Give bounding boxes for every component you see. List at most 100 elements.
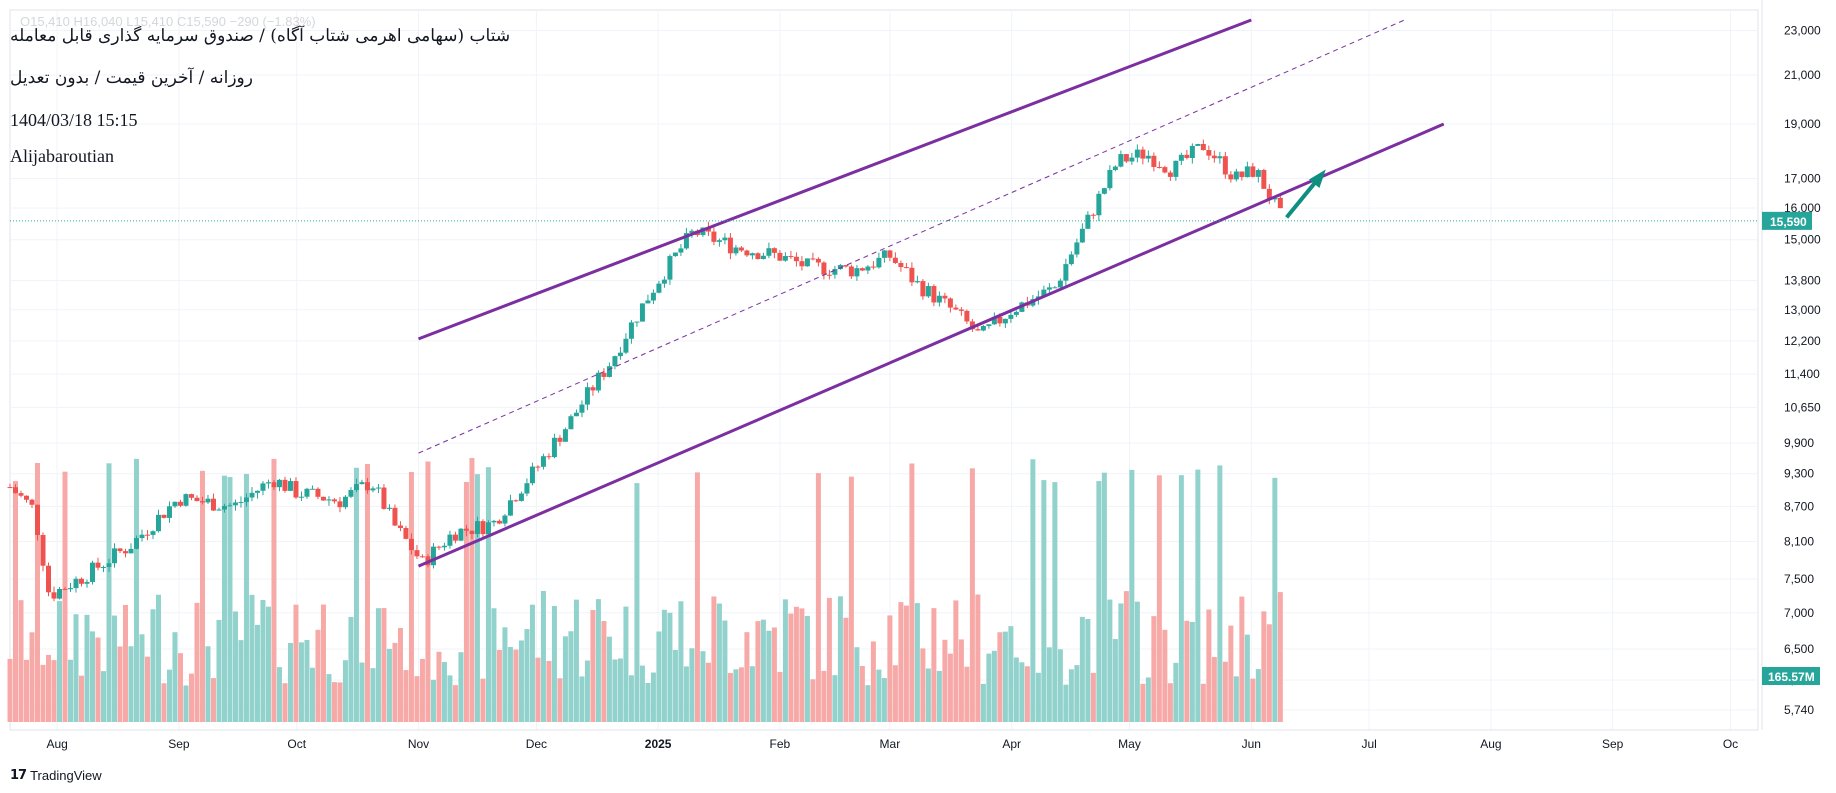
candle-body (40, 534, 46, 566)
candle-body (348, 490, 354, 497)
volume-bar (1096, 481, 1102, 722)
candle-body (150, 531, 156, 535)
y-tick-label: 19,000 (1784, 117, 1821, 131)
volume-bar (892, 665, 898, 722)
candle-body (84, 581, 90, 584)
candle-body (727, 237, 733, 254)
candle-body (991, 316, 997, 325)
volume-bar (491, 608, 497, 722)
volume-bar (100, 671, 106, 722)
volume-bar (584, 660, 590, 722)
candle-body (777, 252, 783, 261)
volume-bar (353, 467, 359, 722)
volume-bar (507, 647, 513, 722)
candle-body (100, 567, 106, 569)
volume-bar (304, 639, 310, 722)
volume-bar (282, 683, 288, 722)
tradingview-logo[interactable]: 17 TradingView (10, 768, 102, 783)
candle-body (287, 481, 293, 491)
volume-bar (348, 616, 354, 722)
volume-bar (931, 608, 937, 722)
y-tick-label: 16,000 (1784, 201, 1821, 215)
candle-body (447, 534, 453, 546)
candle-body (997, 316, 1003, 324)
candle-body (128, 548, 134, 554)
candle-body (106, 563, 112, 568)
y-tick-label: 8,700 (1784, 499, 1814, 513)
volume-bar (766, 630, 772, 722)
candle-body (315, 488, 321, 497)
candle-body (667, 256, 673, 280)
volume-bar (936, 670, 942, 722)
channel-lower-line (417, 122, 1445, 568)
volume-bar (529, 604, 535, 722)
volume-bar (804, 615, 810, 722)
volume-bar (331, 682, 337, 722)
candle-body (1206, 150, 1212, 156)
volume-bar (364, 464, 370, 722)
volume-bar (799, 608, 805, 722)
y-tick-label: 5,740 (1784, 703, 1814, 717)
volume-bar (144, 656, 150, 722)
candle-body (1145, 155, 1151, 159)
volume-bar (777, 671, 783, 722)
volume-bar (1079, 616, 1085, 722)
candle-body (705, 227, 711, 232)
volume-bar (221, 475, 227, 722)
volume-bar (865, 685, 871, 722)
volume-bar (760, 619, 766, 722)
candle-body (254, 490, 260, 493)
channel-middle-line (418, 19, 1405, 454)
candle-body (1200, 144, 1206, 151)
volume-bar (265, 606, 271, 722)
volume-bar (1211, 657, 1217, 722)
candle-body (1151, 155, 1157, 167)
candle-body (304, 488, 310, 497)
candle-body (1013, 311, 1019, 315)
volume-bar (1244, 634, 1250, 722)
chart-grid (9, 0, 1763, 731)
volume-bar (73, 614, 79, 722)
candle-body (969, 321, 975, 330)
volume-bar (634, 483, 640, 722)
volume-bar (628, 675, 634, 722)
candle-body (815, 258, 821, 263)
volume-bar (639, 665, 645, 722)
chart-subtitle: روزانه / آخرین قیمت / بدون تعدیل (10, 68, 253, 88)
candle-body (865, 266, 871, 271)
x-tick-label: Jul (1361, 737, 1376, 751)
channel-lines[interactable] (10, 18, 1758, 568)
volume-bar (694, 472, 700, 722)
candle-body (650, 292, 656, 301)
volume-bar (551, 605, 557, 722)
volume-bar (749, 666, 755, 722)
price-axis[interactable]: 23,000 21,000 19,000 17,000 16,000 15,000 13,8… (1762, 24, 1821, 717)
volume-bar (942, 639, 948, 722)
volume-bar (254, 624, 260, 722)
volume-bar (1167, 683, 1173, 722)
candle-body (144, 534, 150, 536)
candle-body (51, 592, 57, 599)
volume-bar (1277, 592, 1283, 722)
candle-body (298, 496, 304, 498)
volume-bar (1019, 662, 1025, 722)
candle-body (249, 492, 255, 498)
up-arrow-head (1309, 169, 1326, 188)
candle-body (1068, 254, 1074, 265)
candle-body (122, 551, 128, 554)
volume-bar (128, 646, 134, 722)
volume-bar (1041, 480, 1047, 722)
volume-bar (12, 481, 18, 722)
ohlc-readout: O15,410 H16,040 L15,410 C15,590 −290 (−1… (20, 14, 316, 29)
time-axis[interactable]: Aug Sep Oct Nov Dec 2025 Feb Mar Apr May Jun Jul Aug… (10, 729, 1758, 751)
candle-body (936, 295, 942, 303)
candle-body (903, 267, 909, 269)
x-tick-label: Oct (287, 737, 306, 751)
volume-bar (287, 643, 293, 722)
volume-bar (1173, 662, 1179, 722)
volume-bar (469, 458, 475, 722)
candle-body (1156, 166, 1162, 168)
x-tick-label: Dec (526, 737, 547, 751)
candle-body (1272, 197, 1278, 200)
